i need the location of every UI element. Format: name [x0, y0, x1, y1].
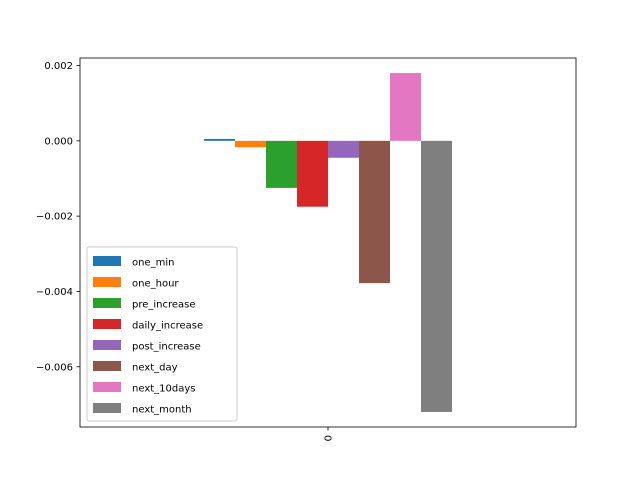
x-axis: 0 — [324, 427, 335, 441]
y-tick-label: −0.002 — [36, 212, 73, 223]
legend-swatch — [93, 382, 121, 392]
y-tick-label: 0.002 — [44, 61, 73, 72]
legend-item-next-day: next_day — [93, 361, 178, 374]
bar-daily-increase — [297, 140, 328, 207]
legend-item-one-hour: one_hour — [93, 277, 179, 290]
legend-label: post_increase — [132, 342, 201, 353]
bar-one-hour — [235, 140, 266, 148]
legend-swatch — [93, 319, 121, 329]
bar-post-increase — [328, 140, 359, 158]
legend-label: one_hour — [132, 279, 179, 290]
bar-next-10days — [390, 73, 421, 141]
legend-label: one_min — [132, 258, 174, 269]
legend-swatch — [93, 277, 121, 287]
legend-label: daily_increase — [132, 321, 203, 332]
bar-pre-increase — [266, 140, 297, 188]
y-tick-label: −0.004 — [36, 287, 73, 298]
y-tick-label: 0.000 — [44, 136, 73, 147]
legend-box — [86, 246, 238, 422]
legend-label: next_month — [132, 405, 192, 416]
y-axis: 0.002 0.000 −0.002 −0.004 −0.006 — [36, 61, 80, 373]
legend-label: next_day — [132, 363, 178, 374]
x-tick-label: 0 — [324, 435, 335, 441]
legend: one_min one_hour pre_increase daily_increas… — [86, 246, 238, 422]
bar-next-day — [359, 140, 390, 284]
legend-item-next-10days: next_10days — [93, 382, 195, 395]
legend-item-daily-increase: daily_increase — [93, 319, 203, 332]
legend-item-next-month: next_month — [93, 403, 192, 416]
bar-next-month — [421, 140, 452, 412]
legend-swatch — [93, 361, 121, 371]
legend-swatch — [93, 256, 121, 266]
legend-item-pre-increase: pre_increase — [93, 298, 196, 311]
legend-label: pre_increase — [132, 300, 196, 311]
legend-item-one-min: one_min — [93, 256, 174, 269]
y-tick-label: −0.006 — [36, 362, 73, 373]
bars-layer — [204, 73, 452, 412]
legend-item-post-increase: post_increase — [93, 340, 201, 353]
bar-one-min — [204, 138, 235, 141]
legend-swatch — [93, 298, 121, 308]
legend-label: next_10days — [132, 384, 195, 395]
legend-swatch — [93, 340, 121, 350]
legend-swatch — [93, 403, 121, 413]
